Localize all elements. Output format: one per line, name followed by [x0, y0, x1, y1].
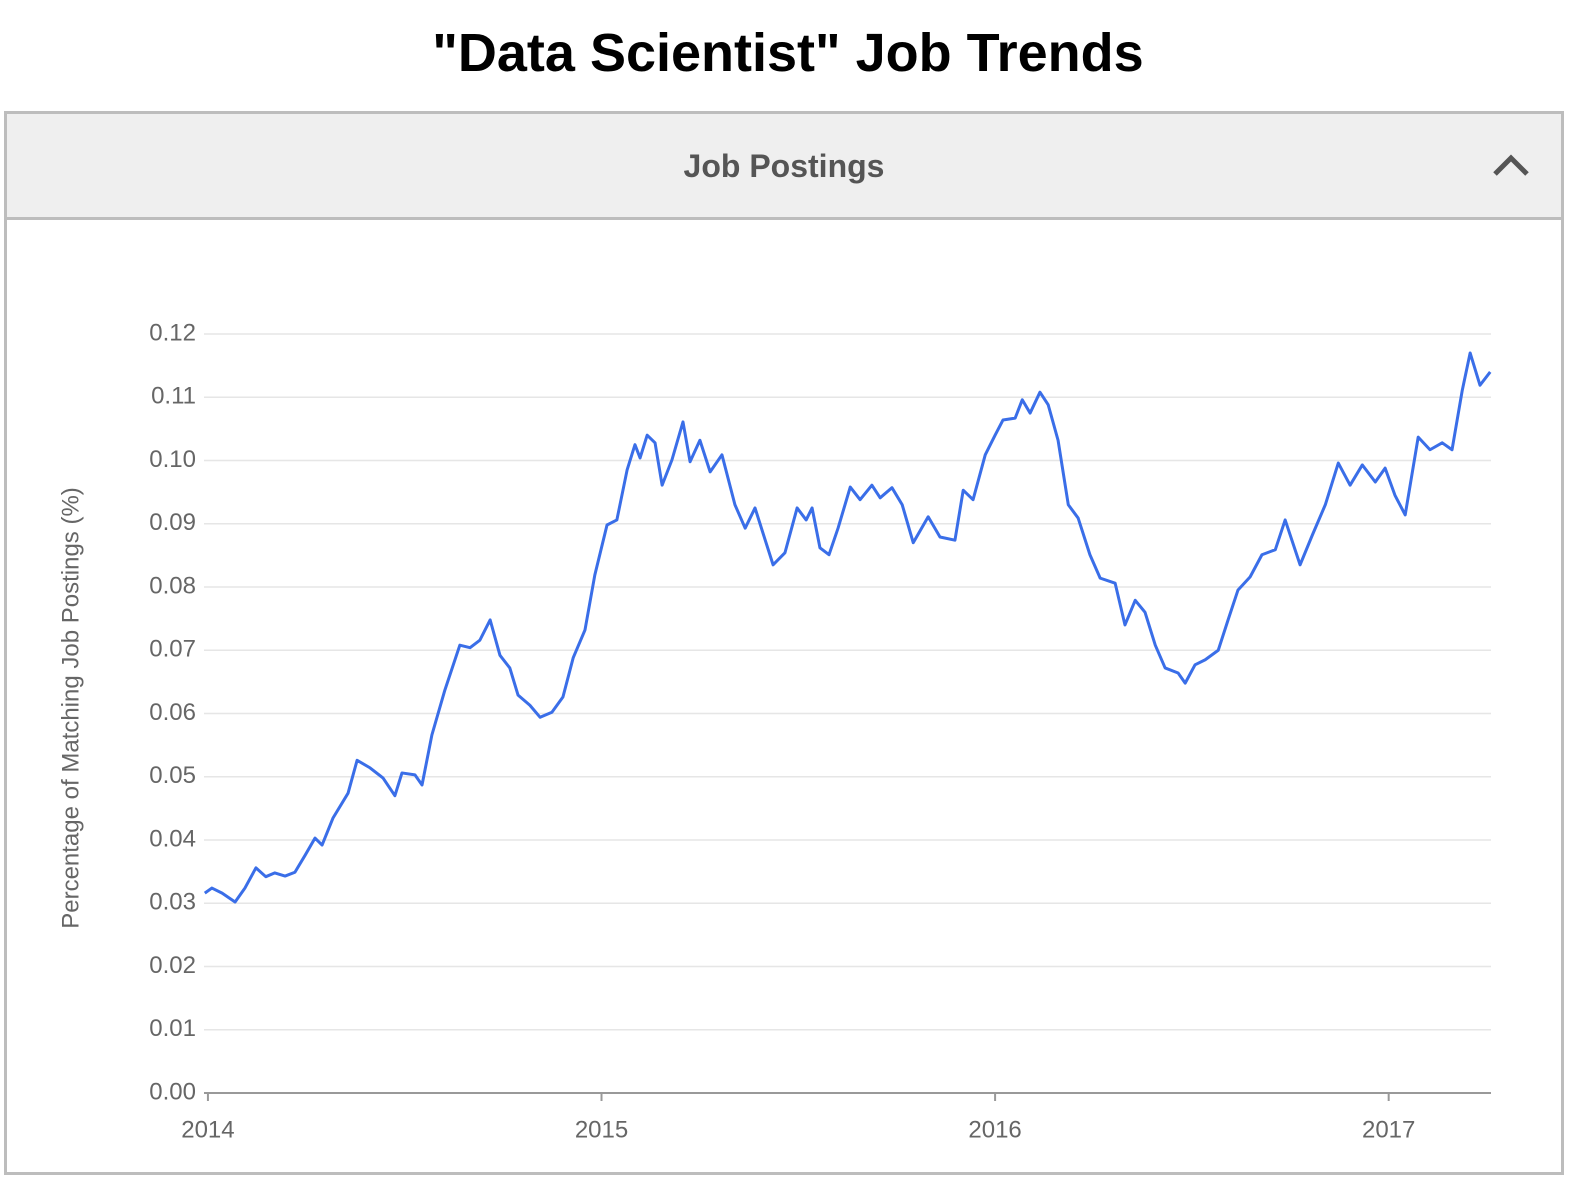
x-tick-label: 2014	[181, 1116, 234, 1143]
y-tick-label: 0.01	[149, 1015, 196, 1042]
y-axis-label: Percentage of Matching Job Postings (%)	[57, 487, 84, 929]
page-title: "Data Scientist" Job Trends	[432, 23, 1144, 83]
y-tick-label: 0.05	[149, 762, 196, 789]
y-tick-label: 0.09	[149, 509, 196, 536]
x-tick-label: 2016	[968, 1116, 1021, 1143]
panel: Job Postings	[4, 111, 1564, 1175]
y-tick-label: 0.00	[149, 1078, 196, 1105]
y-tick-label: 0.08	[149, 572, 196, 599]
x-tick-label: 2015	[575, 1116, 628, 1143]
y-tick-label: 0.12	[149, 319, 196, 346]
y-tick-label: 0.10	[149, 446, 196, 473]
y-tick-label: 0.04	[149, 825, 196, 852]
panel-title: Job Postings	[683, 148, 885, 184]
y-tick-label: 0.11	[151, 383, 196, 410]
x-tick-label: 2017	[1362, 1116, 1415, 1143]
y-tick-label: 0.07	[149, 636, 196, 663]
y-tick-label: 0.03	[149, 889, 196, 916]
collapse-toggle[interactable]	[1491, 150, 1531, 180]
panel-header[interactable]: Job Postings	[7, 114, 1561, 220]
y-tick-label: 0.06	[149, 699, 196, 726]
data-line	[203, 351, 1492, 904]
y-tick-label: 0.02	[149, 952, 196, 979]
